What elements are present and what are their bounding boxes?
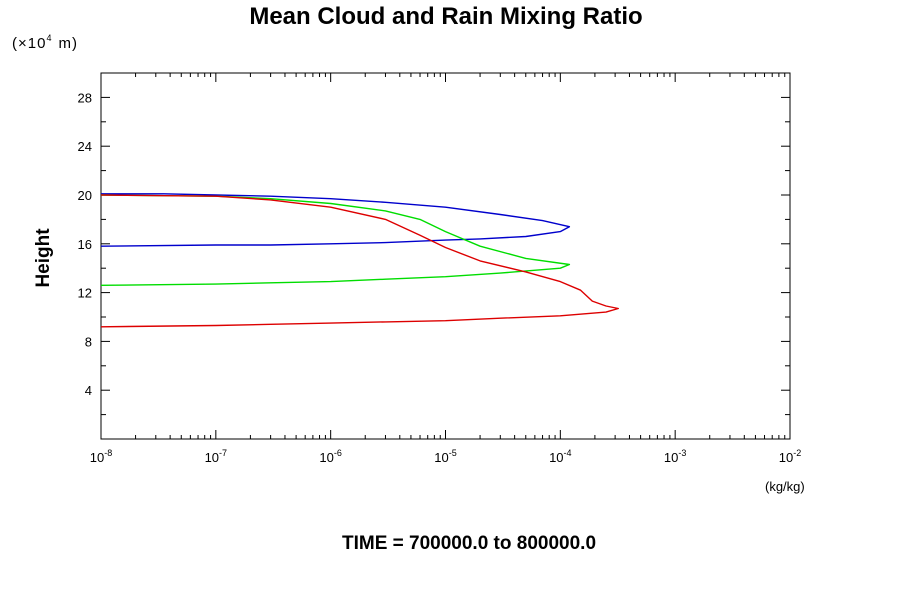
x-axis-unit-label: (kg/kg) <box>765 479 805 494</box>
y-axis-label: Height <box>33 228 54 288</box>
series-line-2 <box>100 194 571 286</box>
y-tick-label: 28 <box>78 90 92 105</box>
y-tick-label: 24 <box>78 139 92 154</box>
y-scale-exponent: 4 <box>46 33 52 43</box>
series-group <box>100 193 619 328</box>
y-tick-label: 20 <box>78 188 92 203</box>
x-tick-label: 10-2 <box>779 448 801 465</box>
x-tick-labels: 10-8 10-7 10-6 10-5 10-4 10-3 10-2 <box>90 448 801 465</box>
x-tick-label: 10-6 <box>319 448 341 465</box>
time-range-label: TIME = 700000.0 to 800000.0 <box>342 533 596 554</box>
x-tick-label: 10-3 <box>664 448 686 465</box>
x-tick-label: 10-8 <box>90 448 112 465</box>
y-tick-labels: 4 8 12 16 20 24 28 <box>78 90 92 398</box>
y-tick-label: 12 <box>78 286 92 301</box>
y-tick-label: 4 <box>85 383 92 398</box>
series-line-1 <box>100 193 571 247</box>
y-tick-label: 8 <box>85 334 92 349</box>
series-line-3 <box>100 194 619 328</box>
y-scale-unit: m) <box>58 35 78 52</box>
y-scale-label: (×104 m) <box>12 33 78 52</box>
y-scale-prefix: (×10 <box>12 35 46 52</box>
y-ticks <box>101 96 790 416</box>
plot-frame <box>100 72 791 440</box>
y-tick-label: 16 <box>78 237 92 252</box>
x-tick-label: 10-7 <box>205 448 227 465</box>
chart-title: Mean Cloud and Rain Mixing Ratio <box>249 3 642 30</box>
x-ticks <box>100 73 786 439</box>
x-tick-label: 10-5 <box>434 448 456 465</box>
x-tick-label: 10-4 <box>549 448 571 465</box>
